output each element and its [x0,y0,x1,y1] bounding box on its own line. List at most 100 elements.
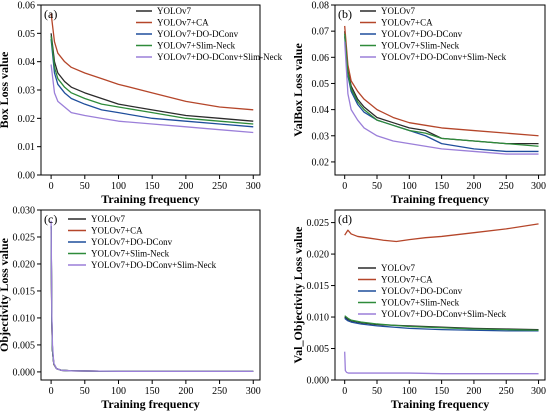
series-group [50,13,254,134]
legend-entry: YOLOv7+DO-DConv+Slim-Neck [381,52,507,62]
y-tick-label: 0.05 [18,29,36,40]
series-line-4 [344,33,539,147]
series-line-3 [50,38,254,128]
y-tick-label: 0.025 [13,232,36,243]
series-line-2 [344,223,539,243]
y-tick-label: 0.08 [312,1,330,12]
panel-letter: (a) [44,7,57,21]
legend-entry: YOLOv7+DO-DConv [157,29,239,39]
y-tick-label: 0.000 [307,376,330,387]
x-tick-label: 0 [342,181,347,192]
y-tick-label: 0.005 [307,344,330,355]
x-tick-label: 300 [531,386,546,397]
series-line-4 [344,315,539,331]
x-tick-label: 100 [402,386,417,397]
y-tick-label: 0.01 [18,142,36,153]
x-tick-label: 200 [178,386,193,397]
x-tick-label: 50 [80,181,90,192]
x-tick-label: 250 [212,386,227,397]
y-tick-label: 0.020 [13,259,36,270]
series-line-2 [344,25,539,137]
y-tick-label: 0.03 [18,86,36,97]
x-axis-label: Training frequency [391,397,490,411]
panel-c: 0 50 100 150 200 250 300 0.000 0.005 0.010 0.015 0.… [0,206,261,411]
legend-entry: YOLOv7+CA [91,226,143,236]
x-tick-label: 0 [342,386,347,397]
plot-frame [40,209,261,381]
series-line-5 [344,41,539,155]
y-tick-label: 0.07 [312,27,330,38]
legend-entry: YOLOv7+DO-DConv [381,29,463,39]
series-group [344,25,539,155]
x-axis-label: Training frequency [101,192,200,206]
y-tick-label: 0.02 [312,157,330,168]
series-line-2 [50,13,254,111]
legend-entry: YOLOv7+CA [381,18,433,28]
y-tick-label: 0.005 [13,340,36,351]
x-tick-label: 100 [402,181,417,192]
legend-entry: YOLOv7+CA [157,18,209,28]
legend-entry: YOLOv7+DO-DConv+Slim-Neck [91,260,217,270]
x-tick-label: 150 [434,386,449,397]
legend-entry: YOLOv7+DO-DConv [91,237,173,247]
panel-letter: (b) [338,7,352,21]
x-tick-label: 200 [466,386,481,397]
y-tick-label: 0.020 [307,250,330,261]
x-tick-label: 0 [49,181,54,192]
y-tick-label: 0.06 [312,53,330,64]
y-axis-label: ValBox Loss value [291,43,305,137]
y-tick-label: 0.000 [13,367,36,378]
x-tick-label: 300 [246,181,261,192]
plot-frame [334,4,546,176]
legend-entry: YOLOv7+DO-DConv+Slim-Neck [381,309,507,319]
series-line-1 [50,33,254,122]
x-tick-label: 150 [145,181,160,192]
panel-letter: (c) [44,212,57,226]
x-tick-label: 200 [466,181,481,192]
y-tick-label: 0.03 [312,131,330,142]
y-tick-label: 0.030 [13,206,36,217]
x-tick-label: 100 [111,386,126,397]
x-tick-label: 250 [499,181,514,192]
legend-entry: YOLOv7+DO-DConv [381,286,463,296]
legend-entry: YOLOv7+Slim-Neck [381,41,460,51]
y-tick-label: 0.04 [312,105,330,116]
legend-entry: YOLOv7+Slim-Neck [91,249,170,259]
series-line-5 [50,220,254,373]
y-tick-label: 0.04 [18,57,36,68]
y-axis-label: Box Loss value [0,51,11,128]
legend-entry: YOLOv7 [381,6,415,16]
x-axis-label: Training frequency [391,192,490,206]
panel-letter: (d) [338,212,352,226]
panel-b: 0 50 100 150 200 250 300 0.02 0.03 0.04 0.05 0.06 0.… [291,1,546,207]
y-axis-label: Val_Objectivity Loss value [291,226,305,364]
y-tick-label: 0.00 [18,171,36,182]
y-axis-label: Objectivity Loss value [0,237,11,352]
y-tick-label: 0.015 [13,286,36,297]
x-tick-label: 150 [145,386,160,397]
y-tick-label: 0.02 [18,114,36,125]
y-tick-label: 0.010 [307,313,330,324]
legend-entry: YOLOv7 [381,263,415,273]
series-line-5 [344,351,539,375]
y-tick-label: 0.05 [312,79,330,90]
x-tick-label: 250 [212,181,227,192]
series-line-4 [50,36,254,125]
series-group [344,223,539,375]
legend-entry: YOLOv7+Slim-Neck [157,41,236,51]
panel-d: 0 50 100 150 200 250 300 0.000 0.005 0.010 0.015 0.… [291,209,546,411]
legend-entry: YOLOv7 [157,6,191,16]
x-tick-label: 300 [246,386,261,397]
y-tick-label: 0.025 [307,218,330,229]
x-tick-label: 50 [372,181,382,192]
legend-entry: YOLOv7+Slim-Neck [381,298,460,308]
legend-entry: YOLOv7 [91,214,125,224]
series-line-3 [344,317,539,332]
plot-frame [334,209,546,381]
x-tick-label: 100 [111,181,126,192]
x-tick-label: 250 [499,386,514,397]
